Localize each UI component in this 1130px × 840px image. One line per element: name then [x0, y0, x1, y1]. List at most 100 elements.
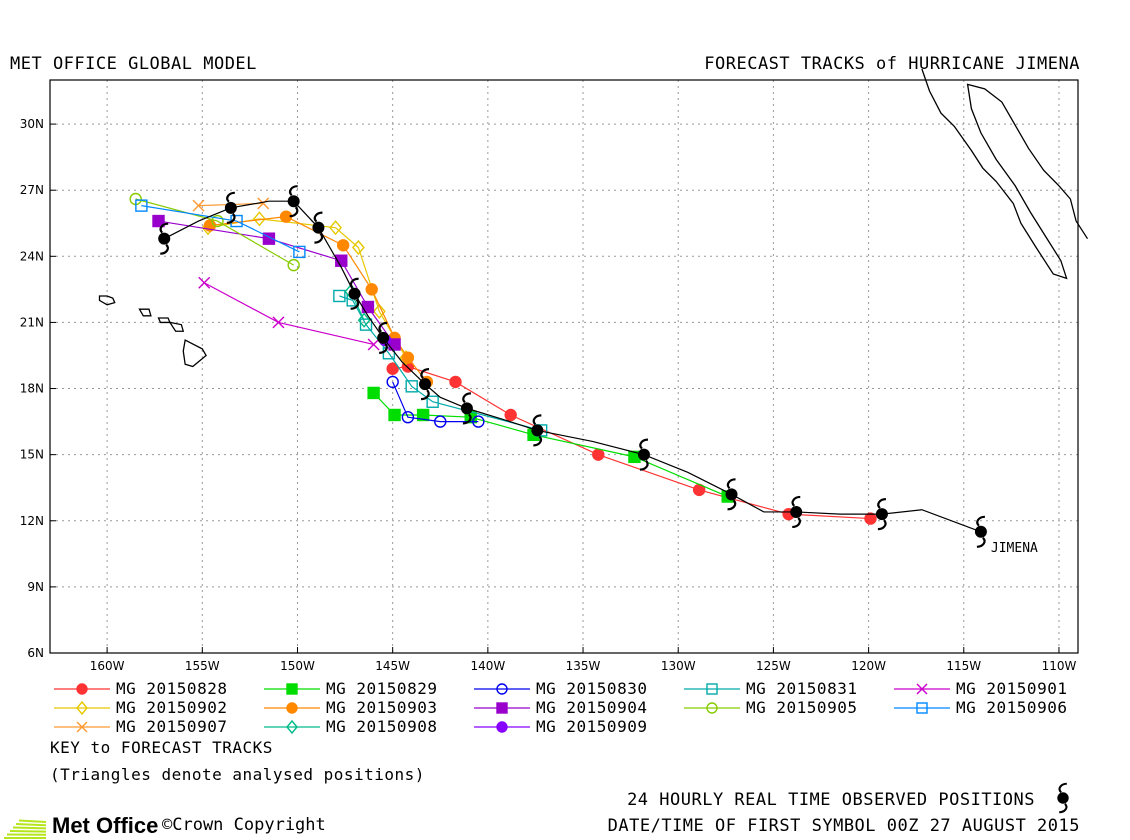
forecast-point: [293, 245, 306, 259]
island-outline: [168, 321, 185, 332]
legend-label: MG 20150905: [746, 698, 858, 717]
logo-text: Met Office: [52, 813, 159, 838]
forecast-track: [386, 360, 877, 525]
legend-item: MG 20150906: [890, 698, 1100, 717]
lon-tick-label: 120W: [851, 659, 886, 673]
storm-label: JIMENA: [991, 541, 1038, 556]
hurricane-symbol-icon: [312, 211, 325, 244]
forecast-point: [367, 386, 380, 400]
legend-label: MG 20150901: [956, 679, 1068, 698]
forecast-track-line: [141, 205, 300, 253]
forecast-point: [472, 415, 485, 428]
island-outline: [98, 295, 116, 306]
hurricane-symbol-icon: [875, 498, 888, 531]
logo-stripe: [12, 826, 47, 830]
left-title: MET OFFICE GLOBAL MODEL: [10, 54, 257, 74]
forecast-point: [272, 316, 285, 329]
hurricane-symbol-icon: [224, 191, 237, 224]
key-title: KEY to FORECAST TRACKS: [50, 738, 273, 757]
legend-item: MG 20150905: [680, 698, 890, 717]
legend-label: MG 20150828: [116, 679, 228, 698]
legend-symbol: [916, 702, 928, 714]
legend-symbol: [286, 683, 298, 695]
forecast-point: [152, 214, 165, 228]
legend-item: MG 20150907: [50, 717, 260, 736]
land-outlines: [98, 68, 1089, 368]
lat-tick-label: 27N: [20, 183, 44, 197]
island-outline: [182, 339, 207, 368]
forecast-point: [359, 318, 373, 331]
lon-tick-label: 115W: [946, 659, 981, 673]
logo-stripe: [18, 819, 47, 823]
forecast-point: [367, 338, 380, 351]
forecast-point: [262, 232, 276, 245]
forecast-point: [426, 395, 439, 408]
forecast-point: [333, 289, 346, 303]
forecast-point: [434, 415, 447, 428]
legend-symbol: [286, 719, 298, 735]
forecast-point: [504, 408, 517, 422]
forecast-point: [864, 512, 877, 525]
forecast-track-line: [158, 220, 396, 345]
hurricane-symbol-icon: [1057, 782, 1069, 814]
legend-marker: [684, 702, 740, 714]
hurricane-symbol-icon: [531, 414, 544, 447]
legend-label: MG 20150903: [326, 698, 438, 717]
legend-marker: [894, 702, 950, 714]
forecast-point: [252, 211, 266, 227]
legend-symbol: [916, 683, 928, 695]
lat-tick-label: 9N: [27, 580, 44, 594]
legend-marker: [54, 721, 110, 733]
lat-tick-label: 30N: [20, 117, 44, 131]
legend-symbol: [76, 721, 88, 733]
hurricane-symbol-icon: [1057, 782, 1069, 814]
hurricane-symbol-icon: [348, 277, 361, 310]
lon-tick-label: 140W: [470, 659, 505, 673]
legend-item: MG 20150831: [680, 679, 890, 698]
island-outline: [138, 308, 152, 317]
legend-item: MG 20150830: [470, 679, 680, 698]
legend-marker: [684, 683, 740, 695]
forecast-point: [329, 220, 342, 236]
forecast-point: [416, 408, 430, 422]
legend-symbol: [76, 700, 88, 716]
observed-track-line: [163, 200, 982, 533]
hurricane-symbol-icon: [287, 185, 300, 218]
island-outline: [157, 317, 171, 324]
legend-marker: [54, 700, 110, 716]
forecast-point: [401, 410, 415, 424]
forecast-point: [386, 362, 399, 375]
hurricane-symbol-icon: [460, 392, 473, 425]
legend-marker: [474, 683, 530, 695]
legend-symbol: [706, 702, 718, 714]
forecast-point: [357, 312, 371, 328]
legend-item: MG 20150901: [890, 679, 1100, 698]
forecast-track-line: [135, 198, 294, 266]
right-title: FORECAST TRACKS of HURRICANE JIMENA: [704, 54, 1080, 74]
legend-label: MG 20150831: [746, 679, 858, 698]
lon-tick-label: 160W: [90, 659, 125, 673]
hurricane-symbol-icon: [974, 515, 987, 548]
forecast-point: [388, 408, 401, 422]
forecast-point: [351, 239, 365, 256]
lon-tick-label: 150W: [280, 659, 315, 673]
forecast-point: [211, 214, 224, 228]
legend-item: MG 20150829: [260, 679, 470, 698]
forecast-track-line: [203, 282, 374, 346]
legend-symbol: [496, 702, 508, 714]
logo-stripe: [15, 823, 47, 827]
legend-marker: [894, 683, 950, 695]
legend-item: MG 20150828: [50, 679, 260, 698]
legend-marker: [474, 721, 530, 733]
legend-label: MG 20150907: [116, 717, 228, 736]
key-note: (Triangles denote analysed positions): [50, 765, 425, 784]
map-axes: 160W 155W 150W 145W 140W 135W 130W 125W 120W 115W…: [20, 117, 1077, 673]
lat-tick-label: 21N: [20, 315, 44, 329]
observed-track: [158, 185, 987, 548]
legend-marker: [54, 683, 110, 695]
date-note: DATE/TIME OF FIRST SYMBOL 00Z 27 AUGUST …: [607, 816, 1080, 836]
lon-tick-label: 130W: [661, 659, 696, 673]
forecast-point: [257, 197, 270, 210]
forecast-track: [203, 210, 434, 389]
lon-tick-label: 110W: [1042, 659, 1077, 673]
